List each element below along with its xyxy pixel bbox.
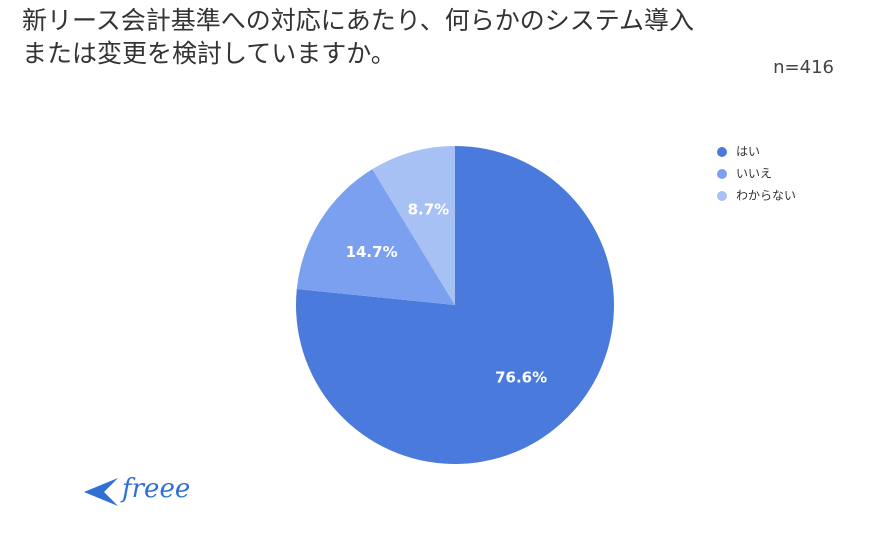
chart-title: 新リース会計基準への対応にあたり、何らかのシステム導入 bbox=[22, 6, 694, 35]
pie-slice bbox=[372, 146, 455, 305]
logo: freee bbox=[84, 474, 190, 506]
data-label: 14.7% bbox=[346, 243, 398, 261]
legend-marker bbox=[717, 191, 727, 201]
data-label: 8.7% bbox=[408, 201, 450, 219]
logo-icon bbox=[84, 478, 118, 506]
legend-label: わからない bbox=[736, 189, 796, 203]
pie-slice bbox=[296, 146, 614, 464]
chart-title: または変更を検討していますか。 bbox=[22, 39, 396, 68]
legend-label: はい bbox=[736, 145, 760, 159]
legend-label: いいえ bbox=[736, 167, 772, 181]
legend-marker bbox=[717, 169, 727, 179]
legend-marker bbox=[717, 147, 727, 157]
pie-slice bbox=[296, 169, 455, 305]
chart-subtitle: n=416 bbox=[773, 57, 834, 78]
logo-text: freee bbox=[120, 474, 190, 504]
data-label: 76.6% bbox=[495, 369, 547, 387]
